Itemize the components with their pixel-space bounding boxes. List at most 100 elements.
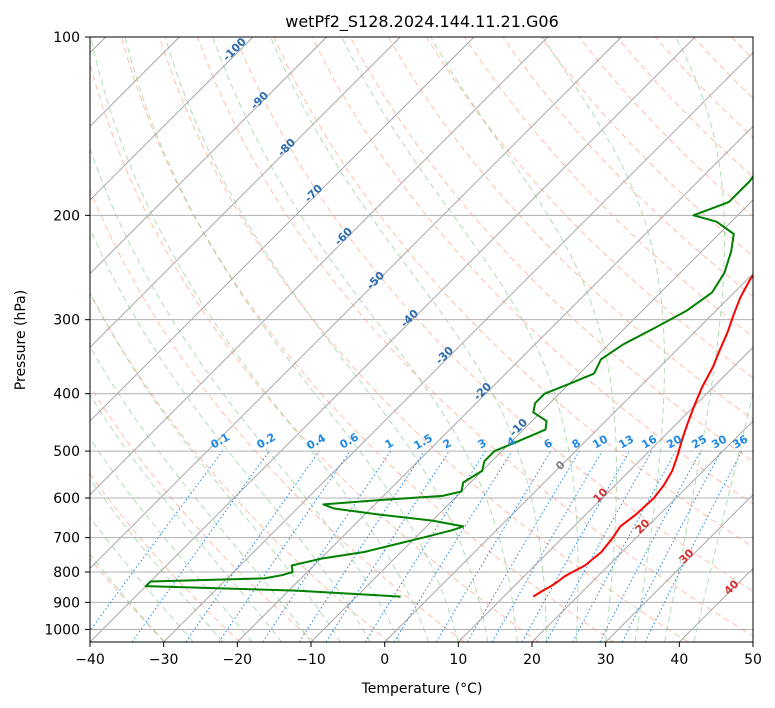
- isotherm: [90, 37, 327, 275]
- moist-adiabat: [664, 37, 726, 642]
- x-tick-label: 30: [597, 652, 615, 668]
- isotherm: [531, 420, 753, 642]
- dry-adiabat: [692, 37, 753, 99]
- dry-adiabat: [311, 37, 753, 505]
- axes: −40 −30 −20 −10 0 10 20 30 40 50 100 200 300 400 500 60…: [44, 30, 762, 668]
- dry-adiabat: [90, 292, 390, 642]
- y-tick-label: 600: [53, 491, 80, 507]
- moist-adiabat: [90, 553, 165, 642]
- isotherm: [90, 37, 622, 569]
- isotherm: [310, 199, 753, 642]
- mixing-ratio-label: 13: [616, 433, 636, 452]
- mixing-ratio-label: 1: [383, 436, 396, 451]
- mixing-ratio-label: 25: [689, 433, 709, 452]
- dry-adiabat: [502, 37, 753, 298]
- mixing-ratio-line: [262, 450, 392, 642]
- y-tick-label: 800: [53, 565, 80, 581]
- x-tick-label: −40: [75, 652, 105, 668]
- mixing-ratio-label: 2: [441, 436, 454, 451]
- dry-adiabat-label: -80: [275, 136, 298, 159]
- moist-adiabat: [124, 37, 459, 642]
- isotherm: [90, 37, 254, 201]
- mixing-ratio-line: [621, 450, 722, 642]
- moist-adiabat: [90, 516, 194, 642]
- moist-adiabat-label: 10: [591, 485, 611, 505]
- y-tick-label: 300: [53, 313, 80, 329]
- isotherm: [458, 346, 753, 642]
- y-tick-label: 200: [53, 208, 80, 224]
- x-tick-label: 20: [523, 652, 541, 668]
- isotherm: [163, 52, 753, 642]
- x-tick-label: 50: [744, 652, 762, 668]
- mixing-ratio-line: [521, 450, 630, 642]
- isotherm: [752, 641, 753, 642]
- dry-adiabat: [273, 37, 753, 548]
- dry-adiabat: [90, 62, 540, 642]
- dry-adiabat: [464, 37, 753, 338]
- moist-adiabat: [90, 478, 223, 642]
- isotherm: [605, 494, 753, 642]
- y-axis-label: Pressure (hPa): [13, 290, 29, 390]
- dry-adiabat: [90, 385, 316, 642]
- plot-data: [144, 174, 753, 598]
- dry-adiabat-label: -40: [398, 307, 421, 330]
- dry-adiabat-label: -90: [248, 89, 271, 112]
- y-tick-label: 400: [53, 387, 80, 403]
- dry-adiabat: [159, 37, 689, 642]
- mixing-ratio-line: [90, 450, 223, 632]
- dewpoint-line: [144, 174, 753, 598]
- y-tick-label: 500: [53, 444, 80, 460]
- dry-adiabat: [578, 37, 753, 218]
- isotherm: [90, 37, 548, 496]
- mixing-ratio-label: 3: [476, 436, 489, 451]
- moist-adiabat-label: 40: [722, 577, 742, 597]
- dry-adiabat: [90, 473, 241, 642]
- mixing-ratio-label: 10: [590, 432, 610, 451]
- moist-adiabat: [164, 37, 489, 642]
- isotherm: [90, 37, 475, 422]
- moist-adiabat-label: 20: [633, 516, 653, 536]
- y-tick-label: 100: [53, 30, 80, 46]
- mixing-ratio-label: 0.1: [209, 430, 232, 451]
- isotherm: [679, 567, 753, 642]
- dry-adiabat: [120, 37, 614, 642]
- dry-adiabat: [770, 37, 775, 642]
- dry-adiabat-label: -30: [433, 344, 456, 367]
- plot-background: [90, 37, 775, 642]
- mixing-ratio-line: [218, 450, 351, 642]
- mixing-ratio-line: [393, 450, 513, 642]
- mixing-ratio-line: [644, 450, 743, 642]
- y-tick-label: 900: [53, 595, 80, 611]
- dry-adiabat: [235, 37, 753, 592]
- mixing-ratio-line: [599, 450, 701, 642]
- moist-adiabat: [542, 37, 665, 642]
- moist-adiabat: [90, 147, 400, 642]
- mixing-ratio-line: [435, 450, 552, 642]
- moist-adiabat: [693, 390, 753, 642]
- plot-labels: -100-90-80-70-60-50-40-30-20-100.1 0.2 0.4…: [209, 37, 751, 598]
- temperature-line: [532, 274, 753, 598]
- x-tick-label: 0: [380, 652, 389, 668]
- isotherm: [90, 37, 696, 642]
- moist-adiabat: [90, 37, 430, 642]
- dry-adiabat: [90, 188, 465, 642]
- dry-adiabat: [349, 37, 753, 462]
- x-tick-label: −20: [223, 652, 253, 668]
- mixing-ratio-line: [298, 450, 425, 642]
- mixing-ratio-line: [467, 450, 580, 642]
- mixing-ratio-label: 36: [730, 432, 750, 451]
- mixing-ratio-label: 30: [709, 432, 729, 451]
- y-tick-label: 1000: [44, 622, 80, 638]
- x-tick-label: −10: [296, 652, 326, 668]
- dry-adiabat: [425, 37, 753, 379]
- mixing-ratio-label: 0.4: [305, 431, 329, 452]
- moist-adiabat: [90, 291, 341, 642]
- mixing-ratio-line: [185, 450, 320, 642]
- x-tick-label: −30: [149, 652, 179, 668]
- x-tick-label: 10: [449, 652, 467, 668]
- moist-adiabat: [90, 394, 282, 642]
- moist-adiabat: [430, 37, 617, 642]
- mixing-ratio-label: 1.5: [412, 431, 435, 452]
- dry-adiabat-label: -20: [471, 380, 494, 403]
